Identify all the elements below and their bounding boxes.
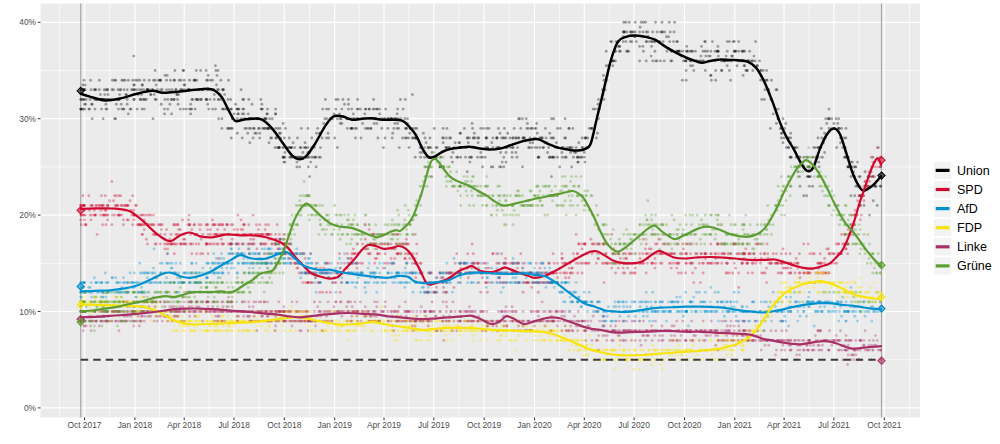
svg-text:Apr 2021: Apr 2021 bbox=[767, 420, 801, 430]
svg-text:Union: Union bbox=[957, 164, 990, 178]
svg-text:Linke: Linke bbox=[957, 240, 987, 254]
svg-text:Oct 2018: Oct 2018 bbox=[267, 420, 301, 430]
svg-text:Jan 2021: Jan 2021 bbox=[718, 420, 753, 430]
svg-text:Jul 2018: Jul 2018 bbox=[218, 420, 250, 430]
svg-text:Jan 2019: Jan 2019 bbox=[317, 420, 352, 430]
svg-text:Apr 2020: Apr 2020 bbox=[567, 420, 601, 430]
svg-text:AfD: AfD bbox=[957, 202, 978, 216]
svg-text:Oct 2017: Oct 2017 bbox=[68, 420, 102, 430]
svg-text:Oct 2020: Oct 2020 bbox=[668, 420, 702, 430]
svg-text:FDP: FDP bbox=[957, 221, 982, 235]
svg-text:30%: 30% bbox=[19, 114, 36, 124]
svg-text:Jul 2020: Jul 2020 bbox=[618, 420, 650, 430]
svg-text:Oct 2021: Oct 2021 bbox=[867, 420, 901, 430]
svg-text:10%: 10% bbox=[19, 307, 36, 317]
svg-text:Jul 2019: Jul 2019 bbox=[418, 420, 450, 430]
svg-text:40%: 40% bbox=[19, 17, 36, 27]
svg-text:Apr 2019: Apr 2019 bbox=[367, 420, 401, 430]
svg-text:Grüne: Grüne bbox=[957, 259, 992, 273]
svg-text:0%: 0% bbox=[24, 403, 37, 413]
svg-text:Jan 2018: Jan 2018 bbox=[118, 420, 153, 430]
svg-text:Jan 2020: Jan 2020 bbox=[517, 420, 552, 430]
svg-text:Apr 2018: Apr 2018 bbox=[167, 420, 201, 430]
svg-text:Jul 2021: Jul 2021 bbox=[818, 420, 850, 430]
svg-text:Oct 2019: Oct 2019 bbox=[467, 420, 501, 430]
svg-text:SPD: SPD bbox=[957, 183, 983, 197]
svg-text:20%: 20% bbox=[19, 210, 36, 220]
